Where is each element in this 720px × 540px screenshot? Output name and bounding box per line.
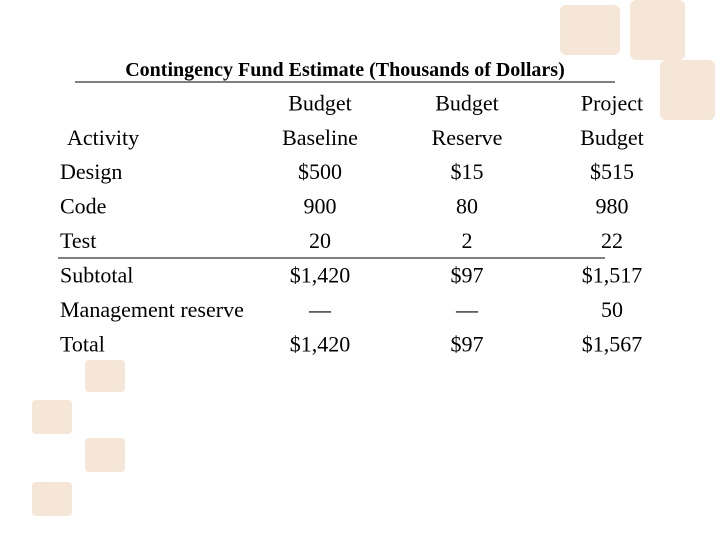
cell: — — [455, 297, 479, 322]
cell: 980 — [596, 194, 629, 219]
cell: — — [308, 297, 332, 322]
cell: 22 — [601, 228, 623, 253]
stamp — [85, 438, 125, 472]
cell: 2 — [462, 228, 473, 253]
cell: $15 — [451, 159, 484, 184]
stamp — [630, 0, 685, 60]
row-label: Design — [60, 159, 122, 184]
row-label: Subtotal — [60, 263, 133, 288]
row-label: Test — [60, 228, 96, 253]
column-header: Activity — [67, 125, 139, 150]
stamp — [660, 60, 715, 120]
cell: 50 — [601, 297, 623, 322]
cell: $1,567 — [582, 332, 643, 357]
column-header: Project — [581, 91, 643, 116]
column-header: Baseline — [282, 125, 358, 150]
column-header: Budget — [435, 91, 499, 116]
stamp — [32, 400, 72, 434]
stamp — [85, 360, 125, 392]
cell: $1,517 — [582, 263, 643, 288]
stamp — [32, 482, 72, 516]
cell: $97 — [451, 263, 484, 288]
title: Contingency Fund Estimate (Thousands of … — [125, 59, 565, 81]
cell: 80 — [456, 194, 478, 219]
stamp — [560, 5, 620, 55]
cell: $97 — [451, 332, 484, 357]
row-label: Code — [60, 194, 106, 219]
column-header: Reserve — [432, 125, 503, 150]
row-label: Management reserve — [60, 297, 244, 322]
cell: 900 — [304, 194, 337, 219]
column-header: Budget — [288, 91, 352, 116]
cell: 20 — [309, 228, 331, 253]
row-label: Total — [60, 332, 105, 357]
cell: $1,420 — [290, 332, 351, 357]
column-header: Budget — [580, 125, 644, 150]
cell: $1,420 — [290, 263, 351, 288]
background-decoration — [32, 0, 715, 516]
cell: $515 — [590, 159, 634, 184]
cell: $500 — [298, 159, 342, 184]
